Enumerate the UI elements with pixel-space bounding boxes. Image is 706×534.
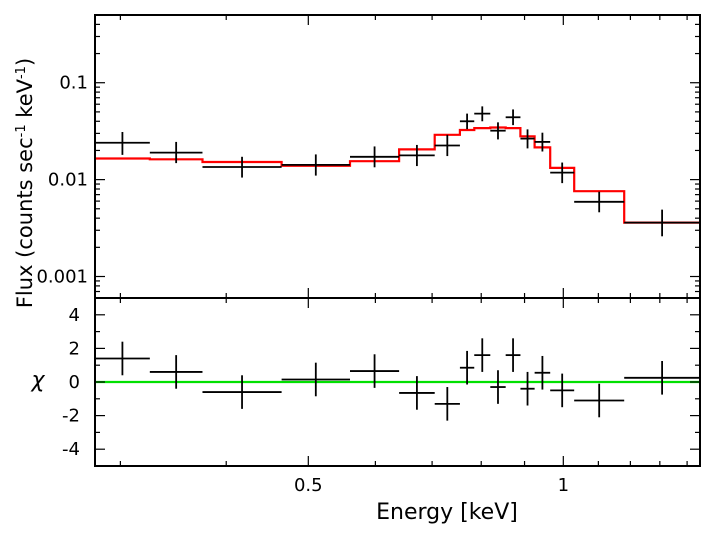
data-point-2 xyxy=(149,141,203,164)
residual-point-11 xyxy=(505,338,521,372)
data-point-5 xyxy=(349,146,400,168)
data-point-16 xyxy=(624,209,700,237)
residual-point-9 xyxy=(474,338,491,372)
residual-point-8 xyxy=(459,350,475,385)
residual-point-4 xyxy=(281,362,350,397)
y-tick-label-bottom: -4 xyxy=(62,439,80,460)
residual-point-12 xyxy=(520,371,535,406)
data-point-4 xyxy=(281,154,350,176)
data-point-9 xyxy=(474,106,491,122)
residual-point-10 xyxy=(490,370,506,404)
residual-point-7 xyxy=(434,387,460,421)
residual-panel-marks xyxy=(95,338,700,421)
x-axis-label: Energy [keV] xyxy=(376,500,518,525)
y-tick-label-bottom: 4 xyxy=(69,305,80,326)
residual-point-6 xyxy=(399,376,435,410)
x-tick-label: 1 xyxy=(558,475,569,496)
data-point-1 xyxy=(95,132,150,155)
residual-point-15 xyxy=(574,383,625,418)
residual-point-1 xyxy=(95,341,150,376)
data-point-11 xyxy=(505,109,521,126)
data-point-3 xyxy=(202,156,282,178)
residual-point-5 xyxy=(349,354,400,388)
residual-point-16 xyxy=(624,361,700,395)
data-point-7 xyxy=(434,134,460,157)
data-point-13 xyxy=(534,132,551,152)
data-point-8 xyxy=(459,113,475,130)
model-step-line xyxy=(95,126,700,224)
residual-y-axis-label: χ xyxy=(30,368,45,393)
x-tick-label: 0.5 xyxy=(294,475,323,496)
y-tick-label-bottom: -2 xyxy=(62,406,80,427)
data-point-6 xyxy=(399,144,435,167)
y-tick-label-bottom: 2 xyxy=(69,338,80,359)
data-point-12 xyxy=(520,129,535,149)
spectrum-y-axis-label: Flux (counts sec-1 keV-1) xyxy=(13,58,37,308)
data-point-14 xyxy=(550,162,575,184)
y-tick-label-bottom: 0 xyxy=(69,372,80,393)
y-tick-label-top: 0.01 xyxy=(48,170,88,191)
residual-point-13 xyxy=(534,355,551,390)
data-point-15 xyxy=(574,191,625,213)
residual-point-14 xyxy=(550,373,575,408)
residual-panel-frame xyxy=(94,297,701,467)
residual-point-3 xyxy=(202,375,282,409)
y-tick-label-top: 0.1 xyxy=(59,73,88,94)
spectrum-panel-marks xyxy=(95,106,700,237)
residual-point-2 xyxy=(149,355,203,389)
y-tick-label-top: 0.001 xyxy=(36,267,88,288)
data-point-10 xyxy=(490,122,506,140)
axis-ticks: 0.5 1 0.1 0.01 0.001 4 2 0 -2 -4 xyxy=(36,14,700,496)
